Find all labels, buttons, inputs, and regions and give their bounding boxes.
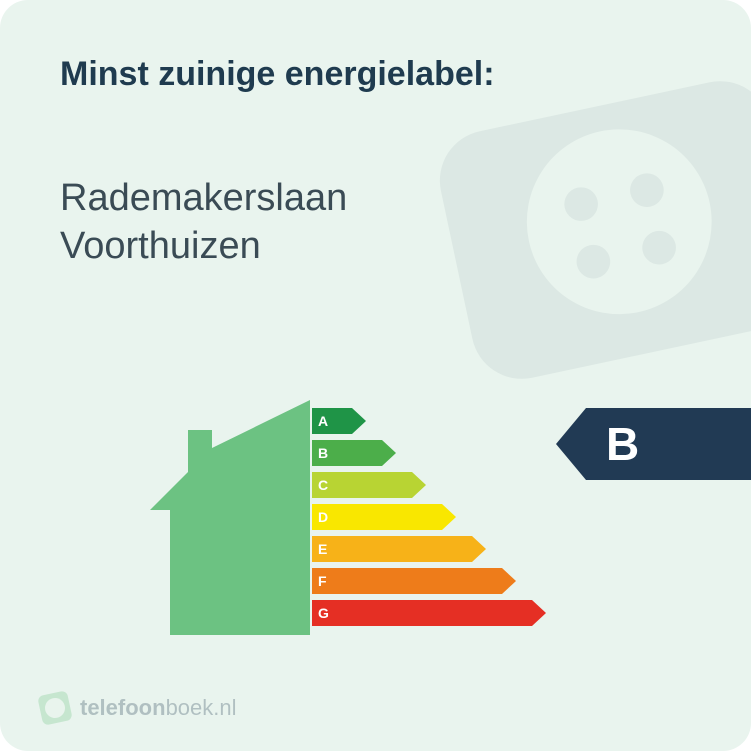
energy-bar-letter: G	[318, 600, 329, 626]
energy-bar-arrow-icon	[412, 472, 426, 498]
badge-arrow-icon	[556, 408, 586, 480]
address-line-2: Voorthuizen	[60, 225, 261, 267]
brand-text: telefoonboek.nl	[80, 695, 237, 721]
energy-bar-letter: C	[318, 472, 328, 498]
brand-suffix: .nl	[213, 695, 236, 720]
energy-bar-arrow-icon	[382, 440, 396, 466]
selected-energy-badge: B	[556, 408, 751, 480]
energy-bar-letter: A	[318, 408, 328, 434]
energy-bar-letter: F	[318, 568, 327, 594]
address-subtitle: Rademakerslaan Voorthuizen	[60, 175, 347, 270]
energy-bar-arrow-icon	[472, 536, 486, 562]
energy-bar-body	[312, 568, 502, 594]
energy-bar-arrow-icon	[442, 504, 456, 530]
energy-bar-body	[312, 504, 442, 530]
energy-bar-arrow-icon	[352, 408, 366, 434]
energy-bar-body	[312, 536, 472, 562]
badge-body: B	[586, 408, 751, 480]
brand-light: boek	[166, 695, 214, 720]
brand-book-icon	[37, 690, 73, 726]
energy-bar-letter: B	[318, 440, 328, 466]
badge-letter: B	[606, 417, 639, 471]
house-icon	[150, 400, 310, 635]
card-title: Minst zuinige energielabel:	[60, 55, 495, 94]
energy-bar-arrow-icon	[502, 568, 516, 594]
brand-footer: telefoonboek.nl	[40, 693, 237, 723]
energy-bar-arrow-icon	[532, 600, 546, 626]
energy-bar-letter: E	[318, 536, 327, 562]
energy-bar-letter: D	[318, 504, 328, 530]
energy-label-card: Minst zuinige energielabel: Rademakersla…	[0, 0, 751, 751]
energy-bar-body	[312, 600, 532, 626]
address-line-1: Rademakerslaan	[60, 177, 347, 219]
brand-bold: telefoon	[80, 695, 166, 720]
